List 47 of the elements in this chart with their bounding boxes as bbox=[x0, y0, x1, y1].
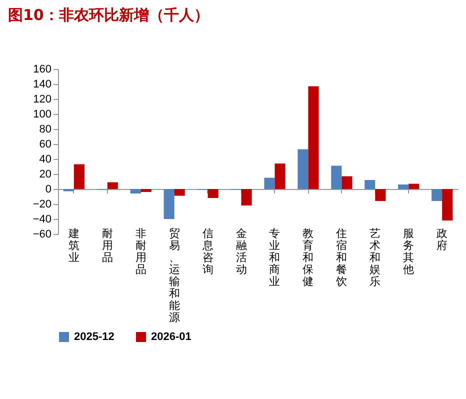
bar bbox=[174, 189, 185, 196]
bar bbox=[442, 189, 453, 220]
bar bbox=[164, 189, 174, 219]
y-tick-label: 60 bbox=[39, 138, 52, 150]
bar bbox=[107, 182, 118, 189]
y-tick-label: 20 bbox=[39, 168, 52, 180]
x-tick-label: 专业和商业 bbox=[269, 227, 280, 288]
bar bbox=[208, 189, 218, 198]
bar bbox=[274, 164, 286, 189]
y-tick-label: −20 bbox=[32, 198, 52, 210]
legend-label: 2026-01 bbox=[151, 331, 192, 343]
bar bbox=[140, 189, 152, 192]
x-tick-label: 非耐用品 bbox=[135, 227, 146, 276]
bar bbox=[308, 86, 319, 189]
x-tick-label: 建筑业 bbox=[67, 227, 80, 264]
x-tick-label: 教育和保健 bbox=[302, 227, 314, 288]
chart-title: 图10：非农环比新增（千人） bbox=[8, 6, 209, 24]
bar bbox=[375, 189, 386, 201]
x-tick-label: 艺术和娱乐 bbox=[370, 227, 381, 288]
bar bbox=[432, 189, 442, 201]
y-tick-label: 120 bbox=[33, 94, 52, 106]
bar bbox=[74, 164, 84, 189]
bar bbox=[264, 178, 275, 189]
y-tick-label: 100 bbox=[33, 108, 52, 120]
bar bbox=[298, 149, 308, 189]
x-tick-label: 信息咨询 bbox=[201, 227, 214, 276]
y-tick-label: 160 bbox=[33, 64, 52, 76]
x-tick-label: 住宿和餐饮 bbox=[335, 227, 348, 288]
bar bbox=[364, 180, 376, 189]
legend-label: 2025-12 bbox=[74, 331, 114, 343]
y-tick-label: −60 bbox=[32, 228, 52, 240]
y-tick-label: 140 bbox=[33, 78, 52, 90]
bar bbox=[398, 184, 409, 189]
y-tick-label: −40 bbox=[32, 214, 52, 226]
x-tick-label: 耐用品 bbox=[102, 227, 113, 264]
bar bbox=[130, 189, 141, 194]
bar bbox=[331, 166, 342, 189]
bar bbox=[342, 176, 352, 189]
x-tick-label: 服务其他 bbox=[403, 227, 414, 276]
y-tick-label: 80 bbox=[39, 124, 52, 136]
bar bbox=[241, 189, 252, 206]
x-tick-label: 政府 bbox=[436, 227, 448, 252]
bar bbox=[408, 184, 420, 189]
y-tick-label: 0 bbox=[45, 184, 52, 196]
x-tick-label: 金融活动 bbox=[236, 227, 247, 276]
x-tick-label: 贸易、运输和能源 bbox=[168, 227, 180, 324]
y-tick-label: 40 bbox=[39, 154, 52, 166]
